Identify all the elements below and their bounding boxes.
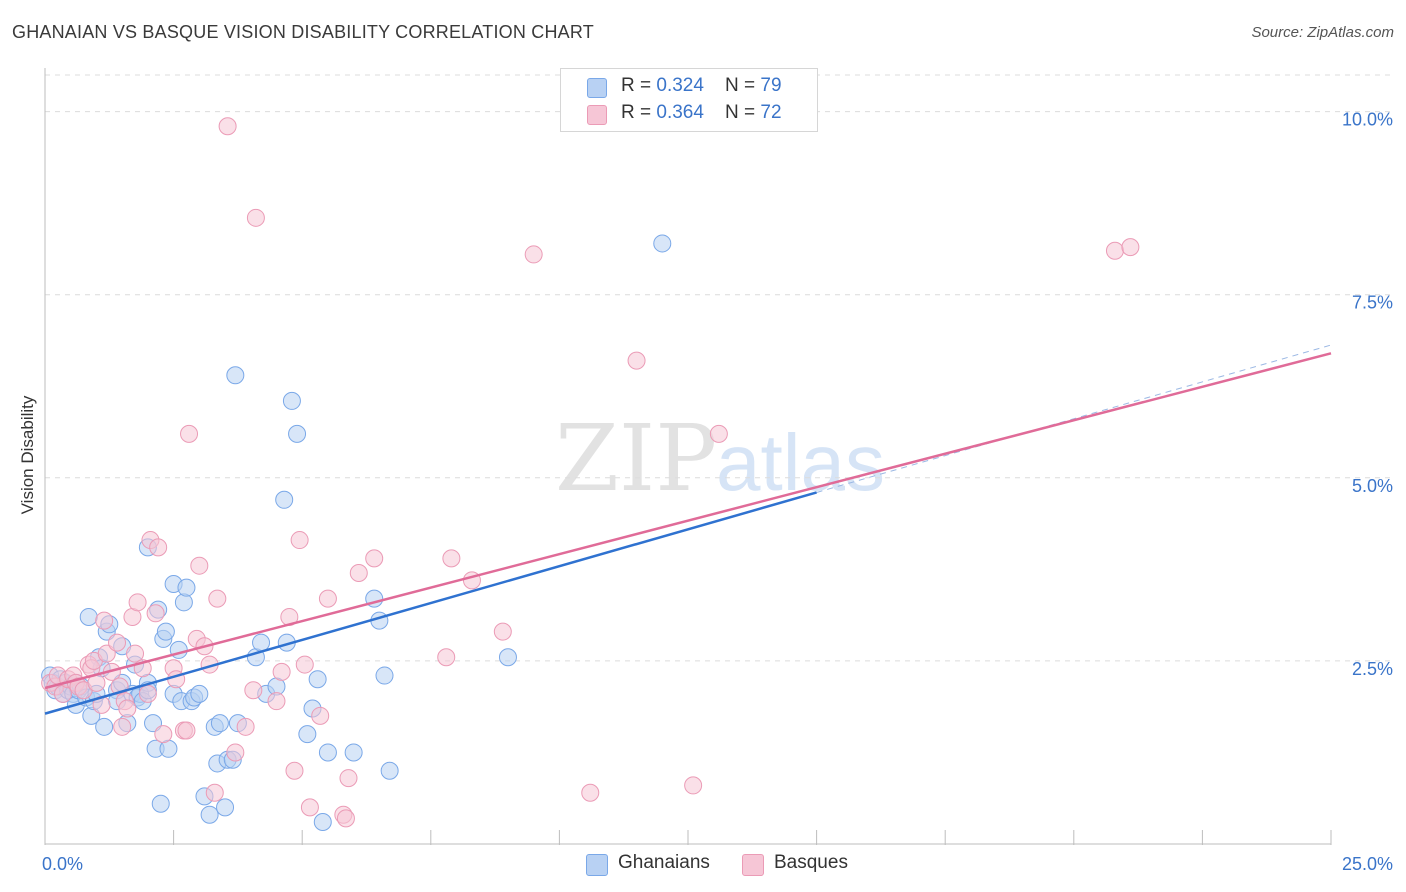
data-point-basques [146,604,165,623]
data-point-basques [126,644,145,663]
data-point-basques [244,681,263,700]
chart-title: GHANAIAN VS BASQUE VISION DISABILITY COR… [12,22,594,42]
data-point-basques [149,538,168,557]
data-point-basques [684,776,703,795]
data-point-basques [581,783,600,802]
legend-stats-ghanaians: R = 0.324 N = 79 [621,75,782,97]
y-tick-label: 5.0% [1352,476,1393,496]
data-point-basques [95,611,114,630]
bottom-legend-label-basques: Basques [774,852,848,873]
data-point-ghanaians [226,366,245,385]
data-point-ghanaians [282,391,301,410]
data-point-ghanaians [308,670,327,689]
data-point-ghanaians [380,761,399,780]
data-point-basques [128,593,147,612]
data-point-ghanaians [288,424,307,443]
legend-n-label: N = [725,102,761,123]
data-point-ghanaians [200,805,219,824]
bottom-legend-swatch-basques [742,854,764,876]
data-point-basques [108,633,127,652]
data-point-basques [442,549,461,568]
data-point-basques [300,798,319,817]
data-point-ghanaians [144,714,163,733]
data-point-basques [226,743,245,762]
legend-r-label: R = [621,102,657,123]
data-point-basques [218,117,237,136]
data-point-basques [208,589,227,608]
y-tick-label: 7.5% [1352,293,1393,313]
data-point-basques [246,208,265,227]
data-point-ghanaians [190,684,209,703]
legend-n-value: 79 [760,75,782,96]
data-point-basques [290,531,309,550]
data-point-ghanaians [498,648,517,667]
data-point-basques [113,717,132,736]
data-point-ghanaians [252,633,271,652]
bottom-legend-label-ghanaians: Ghanaians [618,852,710,873]
legend-stats-basques: R = 0.364 N = 72 [621,102,782,124]
data-point-basques [236,717,255,736]
data-point-basques [285,761,304,780]
legend-r-value: 0.364 [656,102,704,123]
data-point-basques [267,692,286,711]
data-point-ghanaians [95,717,114,736]
data-point-basques [205,783,224,802]
data-point-basques [318,589,337,608]
data-point-ghanaians [79,607,98,626]
data-point-ghanaians [210,714,229,733]
data-point-basques [118,699,137,718]
data-point-basques [709,424,728,443]
data-point-ghanaians [375,666,394,685]
data-point-ghanaians [344,743,363,762]
x-tick-label: 0.0% [42,854,83,874]
legend-r-value: 0.324 [656,75,704,96]
x-tick-label: 25.0% [1342,854,1393,874]
data-point-basques [295,655,314,674]
data-point-ghanaians [156,622,175,641]
trendline-ghanaians [44,491,817,715]
watermark-atlas: atlas [716,418,885,507]
legend-swatch-ghanaians [587,78,607,98]
data-point-basques [177,721,196,740]
data-point-basques [493,622,512,641]
trendline-ghanaians-extension [816,344,1332,493]
stats-legend: R = 0.324 N = 79 R = 0.364 N = 72 [560,68,818,132]
data-point-ghanaians [313,813,332,832]
legend-n-value: 72 [760,102,782,123]
data-point-basques [524,245,543,264]
data-point-basques [311,706,330,725]
data-point-ghanaians [151,794,170,813]
data-point-basques [154,725,173,744]
watermark-zip: ZIP [555,405,717,512]
data-point-basques [437,648,456,667]
legend-swatch-basques [587,105,607,125]
data-point-basques [627,351,646,370]
trendline-basques [44,352,1332,690]
data-point-ghanaians [174,593,193,612]
data-point-basques [138,684,157,703]
data-point-basques [339,769,358,788]
legend-n-label: N = [725,75,761,96]
data-point-ghanaians [298,725,317,744]
data-point-basques [1121,238,1140,257]
y-tick-label: 10.0% [1342,110,1393,130]
data-point-ghanaians [216,798,235,817]
bottom-legend-swatch-ghanaians [586,854,608,876]
data-point-ghanaians [177,578,196,597]
data-point-basques [336,809,355,828]
data-point-basques [349,564,368,583]
data-point-ghanaians [318,743,337,762]
data-point-basques [190,556,209,575]
y-tick-label: 2.5% [1352,659,1393,679]
data-point-basques [97,644,116,663]
data-point-basques [365,549,384,568]
data-point-basques [272,662,291,681]
source-label: Source: ZipAtlas.com [1251,24,1394,41]
data-point-basques [1105,241,1124,260]
data-point-ghanaians [275,490,294,509]
legend-r-label: R = [621,75,657,96]
data-point-ghanaians [653,234,672,253]
data-point-basques [180,424,199,443]
